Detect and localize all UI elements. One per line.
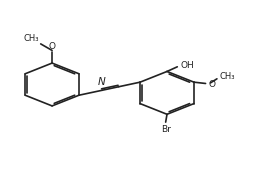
Text: O: O xyxy=(209,80,216,89)
Text: O: O xyxy=(49,42,56,51)
Text: N: N xyxy=(98,77,105,87)
Text: Br: Br xyxy=(161,125,171,134)
Text: OH: OH xyxy=(181,61,194,70)
Text: CH₃: CH₃ xyxy=(220,73,235,81)
Text: CH₃: CH₃ xyxy=(24,34,39,43)
